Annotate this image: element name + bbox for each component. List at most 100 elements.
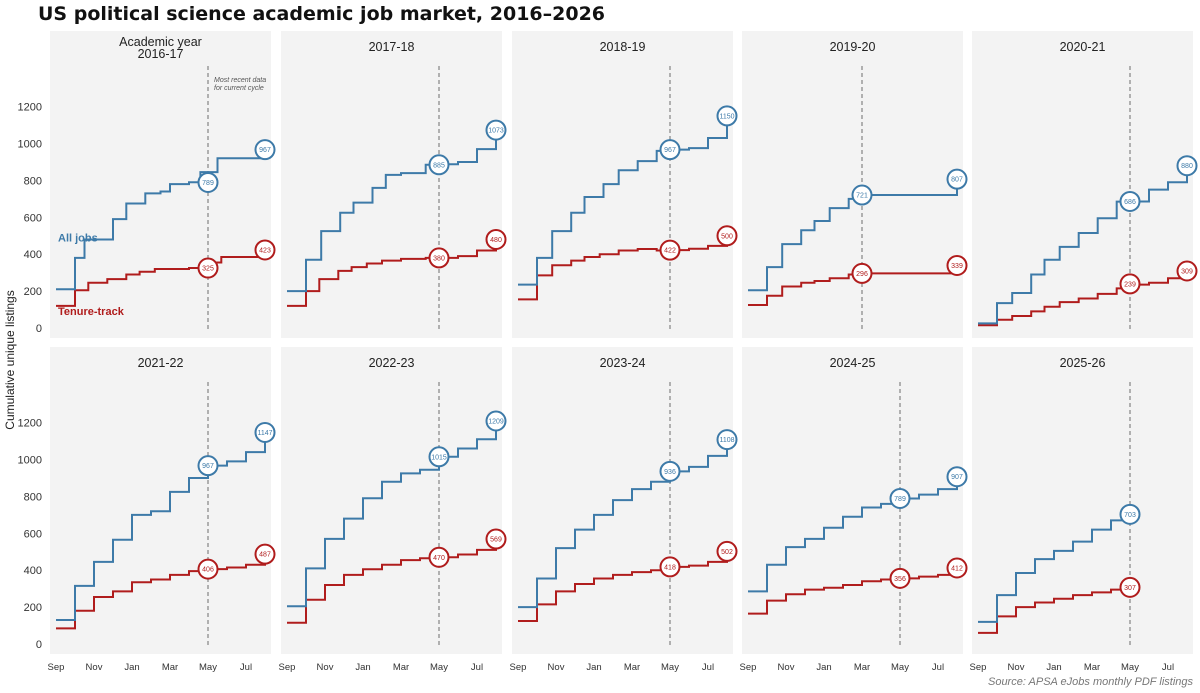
value-bubble bbox=[485, 228, 507, 250]
value-label: 422 bbox=[664, 248, 676, 255]
panel-background bbox=[972, 31, 1193, 338]
value-bubble bbox=[428, 546, 450, 568]
y-tick-label: 1200 bbox=[18, 418, 42, 430]
panel-2019-20: 2019-20 721 807 296 339 bbox=[742, 31, 968, 338]
y-tick-label: 400 bbox=[24, 249, 42, 261]
x-tick-label: Jan bbox=[586, 662, 601, 673]
panel-2017-18: 2017-18 885 1073 380 480 bbox=[281, 31, 507, 338]
value-label: 1150 bbox=[719, 113, 734, 120]
value-bubble bbox=[1176, 260, 1198, 282]
value-bubble bbox=[485, 528, 507, 550]
value-bubble bbox=[716, 540, 738, 562]
value-label: 502 bbox=[721, 549, 733, 556]
x-tick-label: Sep bbox=[510, 662, 527, 673]
strip-title: 2019-20 bbox=[830, 40, 876, 54]
panel-background bbox=[512, 31, 733, 338]
value-label: 307 bbox=[1124, 585, 1136, 592]
value-bubble bbox=[428, 446, 450, 468]
series-line-tenure-track bbox=[978, 271, 1188, 327]
x-tick-label: Nov bbox=[317, 662, 334, 673]
value-bubble bbox=[946, 254, 968, 276]
panel-background bbox=[281, 347, 502, 654]
series-line-tenure-track bbox=[978, 587, 1131, 634]
value-bubble bbox=[889, 487, 911, 509]
value-label: 721 bbox=[856, 193, 868, 200]
x-tick-label: Mar bbox=[393, 662, 409, 673]
y-tick-label: 1000 bbox=[18, 455, 42, 467]
series-line-tenure-track bbox=[287, 239, 497, 307]
y-tick-label: 0 bbox=[36, 323, 42, 335]
value-label: 967 bbox=[202, 463, 214, 470]
value-label: 569 bbox=[490, 537, 502, 544]
value-label: 807 bbox=[951, 177, 963, 184]
value-label: 880 bbox=[1181, 163, 1193, 170]
strip-title: 2018-19 bbox=[600, 40, 646, 54]
value-label: 356 bbox=[894, 576, 906, 583]
series-line-tenure-track bbox=[748, 568, 958, 615]
chart-title: US political science academic job market… bbox=[38, 3, 605, 25]
x-tick-label: Jul bbox=[1162, 662, 1174, 673]
series-line-tenure-track bbox=[518, 235, 728, 301]
x-tick-label: Jul bbox=[702, 662, 714, 673]
value-label: 885 bbox=[433, 162, 445, 169]
x-tick-label: Nov bbox=[86, 662, 103, 673]
panel-background bbox=[50, 347, 271, 654]
panel-2020-21: 2020-21 686 880 239 309 bbox=[972, 31, 1198, 338]
value-label: 309 bbox=[1181, 269, 1193, 276]
value-bubble bbox=[946, 168, 968, 190]
value-label: 487 bbox=[259, 552, 271, 559]
series-line-all-jobs bbox=[287, 130, 497, 293]
x-tick-label: Jan bbox=[355, 662, 370, 673]
panel-2024-25: 2024-25 789 907 356 412 bbox=[742, 347, 968, 654]
value-bubble bbox=[659, 139, 681, 161]
value-label: 500 bbox=[721, 233, 733, 240]
value-bubble bbox=[254, 139, 276, 161]
strip-title: 2025-26 bbox=[1060, 356, 1106, 370]
value-bubble bbox=[197, 455, 219, 477]
value-bubble bbox=[716, 105, 738, 127]
value-bubble bbox=[716, 429, 738, 451]
panel-2022-23: 2022-23 1015 1209 470 569 bbox=[281, 347, 507, 654]
x-tick-label: May bbox=[891, 662, 909, 673]
current-data-note: Most recent data bbox=[214, 77, 266, 84]
value-label: 1073 bbox=[488, 128, 504, 135]
series-line-all-jobs bbox=[518, 439, 728, 609]
y-tick-label: 1200 bbox=[18, 102, 42, 114]
x-tick-label: Mar bbox=[854, 662, 870, 673]
series-line-all-jobs bbox=[287, 421, 497, 608]
value-label: 480 bbox=[490, 237, 502, 244]
value-bubble bbox=[716, 225, 738, 247]
x-tick-label: Nov bbox=[778, 662, 795, 673]
series-line-tenure-track bbox=[56, 554, 266, 630]
value-bubble bbox=[428, 247, 450, 269]
value-label: 789 bbox=[202, 180, 214, 187]
panel-2018-19: 2018-19 967 1150 422 500 bbox=[512, 31, 738, 338]
value-label: 967 bbox=[259, 147, 271, 154]
y-tick-label: 600 bbox=[24, 212, 42, 224]
value-label: 936 bbox=[664, 469, 676, 476]
y-axis-label: Cumulative unique listings bbox=[3, 290, 17, 429]
value-label: 325 bbox=[202, 266, 214, 273]
x-tick-label: Nov bbox=[548, 662, 565, 673]
value-bubble bbox=[428, 154, 450, 176]
value-label: 296 bbox=[856, 271, 868, 278]
value-bubble bbox=[1119, 190, 1141, 212]
value-bubble bbox=[1176, 155, 1198, 177]
value-bubble bbox=[254, 421, 276, 443]
series-line-all-jobs bbox=[748, 476, 958, 593]
panel-background bbox=[972, 347, 1193, 654]
y-tick-label: 800 bbox=[24, 491, 42, 503]
value-label: 1209 bbox=[488, 419, 504, 426]
value-label: 412 bbox=[951, 566, 963, 573]
value-bubble bbox=[659, 556, 681, 578]
y-tick-label: 200 bbox=[24, 286, 42, 298]
value-label: 789 bbox=[894, 496, 906, 503]
x-tick-label: Sep bbox=[48, 662, 65, 673]
value-label: 686 bbox=[1124, 199, 1136, 206]
value-bubble bbox=[851, 262, 873, 284]
strip-prefix: Academic year bbox=[119, 35, 202, 49]
value-label: 339 bbox=[951, 263, 963, 270]
series-line-tenure-track bbox=[287, 539, 497, 624]
value-label: 380 bbox=[433, 255, 445, 262]
value-bubble bbox=[1119, 576, 1141, 598]
